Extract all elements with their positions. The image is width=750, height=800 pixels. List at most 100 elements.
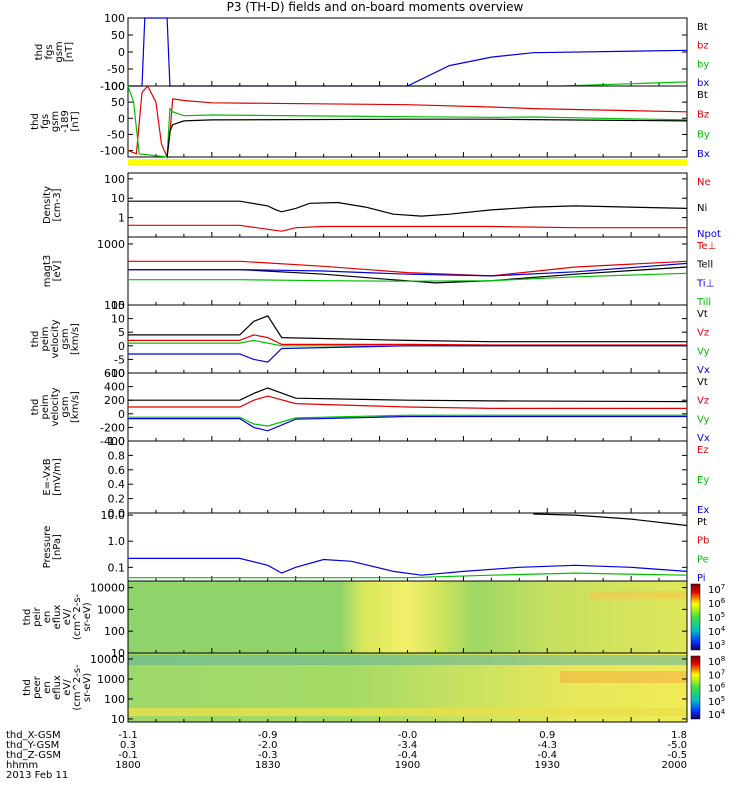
- y-label-line: gsm: [50, 111, 61, 132]
- series-Te⊥: [128, 260, 688, 277]
- chart-title: P3 (TH-D) fields and on-board moments ov…: [226, 0, 524, 14]
- colorbar-tick-label: 104: [708, 708, 726, 721]
- y-tick-label: 10000: [90, 582, 125, 595]
- y-tick-label: 10: [111, 192, 125, 205]
- y-tick-label: 0.0: [108, 507, 126, 520]
- y-label-line: Density: [42, 186, 53, 224]
- y-label-line: magt3: [42, 255, 53, 288]
- panel-4: 1000 100 magt3 [eV] Te⊥ Tell Ti⊥ Till: [42, 236, 716, 312]
- legend-Ez: Ez: [697, 445, 709, 456]
- y-tick-label: -200: [100, 421, 125, 434]
- legend-bx: bx: [697, 78, 709, 89]
- series-bx: [128, 17, 688, 87]
- date-label: 2013 Feb 11: [6, 770, 68, 781]
- legend-Tell: Tell: [696, 260, 713, 271]
- x-row-value: -0.5: [667, 750, 687, 761]
- legend-Ey: Ey: [697, 475, 709, 486]
- legend-Vx: Vx: [697, 365, 710, 376]
- x-row-value: -2.0: [258, 740, 278, 751]
- legend-Vx: Vx: [697, 433, 710, 444]
- legend-Ne: Ne: [697, 177, 711, 188]
- x-row-label: thd_Z-GSM: [6, 750, 61, 761]
- y-axis-label: thd fgs gsm -189 [nT]: [30, 110, 81, 133]
- spectrogram-band-high: [128, 655, 687, 665]
- colorbar-tick-label: 107: [708, 668, 725, 681]
- x-row-value: 1830: [255, 760, 280, 771]
- y-label-line: Pressure: [42, 526, 53, 569]
- series-Pi: [128, 557, 688, 576]
- y-label-line: gsm: [54, 41, 65, 62]
- y-tick-label: 200: [104, 394, 125, 407]
- x-row-value: -4.3: [537, 740, 557, 751]
- x-row-value: 2000: [662, 760, 687, 771]
- legend-Vz: Vz: [697, 328, 709, 339]
- y-label-line: peir: [32, 606, 43, 626]
- legend-Pi: Pi: [697, 573, 706, 584]
- y-label-line: -189: [60, 110, 71, 133]
- y-label-line: eV/: [62, 679, 73, 696]
- series-Vz: [128, 334, 687, 346]
- series-Ne: [128, 224, 687, 232]
- y-label-line: gsm: [60, 328, 71, 349]
- x-row-value: 0.3: [120, 740, 136, 751]
- y-label-line: en: [42, 611, 53, 624]
- legend-Vy: Vy: [697, 414, 710, 425]
- y-tick-label: 10: [111, 647, 125, 660]
- y-label-line: velocity: [50, 387, 61, 426]
- separator-band: [128, 159, 687, 165]
- panel-frame: [127, 440, 688, 514]
- panel-2: 100 50 0 -50 -100 thd fgs gsm -189 [nT] Bt Bz By Bx: [30, 80, 710, 160]
- x-row-value: 1.8: [671, 730, 687, 741]
- y-tick-label: 1.0: [108, 535, 126, 548]
- series-Bz: [127, 84, 688, 160]
- x-row-value: -1.1: [118, 730, 138, 741]
- legend-bz: bz: [697, 41, 709, 52]
- y-tick-label: 100: [104, 80, 125, 93]
- y-tick-label: 0.4: [108, 478, 126, 491]
- colorbar-tick-label: 106: [708, 597, 726, 610]
- legend-Vt: Vt: [697, 377, 708, 388]
- y-label-line: peim: [40, 394, 51, 419]
- legend-Ni: Ni: [697, 203, 707, 214]
- x-row-value: -3.4: [398, 740, 418, 751]
- spectrogram-band-orange: [590, 591, 687, 599]
- panel-8: 10.0 1.0 0.1 Pressure [nPa] Pt Pb Pe Pi: [42, 509, 709, 584]
- y-axis-label: thd fgs gsm [nT]: [34, 41, 75, 62]
- y-label-line: velocity: [50, 319, 61, 358]
- legend-Pb: Pb: [697, 536, 709, 547]
- y-axis-label: thd peim velocity gsm [km/s]: [30, 319, 81, 358]
- series-Bt: [166, 118, 688, 158]
- legend-Vy: Vy: [697, 346, 710, 357]
- legend-Bx: Bx: [697, 149, 710, 160]
- y-tick-label: 1000: [97, 603, 125, 616]
- y-label-line: [nPa]: [52, 534, 63, 560]
- y-tick-label: 400: [104, 381, 125, 394]
- y-axis-label: Pressure [nPa]: [42, 526, 63, 569]
- spectrogram-band-orange: [560, 671, 687, 683]
- y-tick-label: 15: [111, 299, 125, 312]
- x-row-value: -0.4: [537, 750, 557, 761]
- y-tick-label: -50: [107, 128, 125, 141]
- y-tick-label: 0: [118, 340, 125, 353]
- y-label-line: E=-VxB: [42, 458, 53, 495]
- y-axis-label: thd peim velocity gsm [km/s]: [30, 387, 81, 426]
- colorbar-tick-label: 105: [708, 611, 725, 624]
- x-row-value: 0.9: [539, 730, 555, 741]
- x-row-value: 1800: [115, 760, 140, 771]
- y-label-line: [nT]: [70, 111, 81, 131]
- colorbar-tick-label: 105: [708, 695, 725, 708]
- y-tick-label: 10: [111, 713, 125, 726]
- panel-7: 1.00.8 0.60.4 0.20.0 E=-VxB [mV/m] Ez Ey Ex: [42, 435, 709, 520]
- y-tick-label: 0.8: [108, 449, 126, 462]
- y-tick-label: 10000: [90, 653, 125, 666]
- x-row-label: hhmm: [6, 760, 38, 771]
- y-label-line: thd: [22, 679, 33, 696]
- y-label-line: gsm: [60, 396, 71, 417]
- y-tick-label: 1: [118, 212, 125, 225]
- y-label-line: eflux: [52, 675, 63, 700]
- y-axis-label: thd peir en eflux eV/(cm^2-s-sr-eV): [22, 593, 93, 640]
- y-axis-label: magt3 [eV]: [42, 255, 63, 288]
- y-tick-label: 0: [118, 46, 125, 59]
